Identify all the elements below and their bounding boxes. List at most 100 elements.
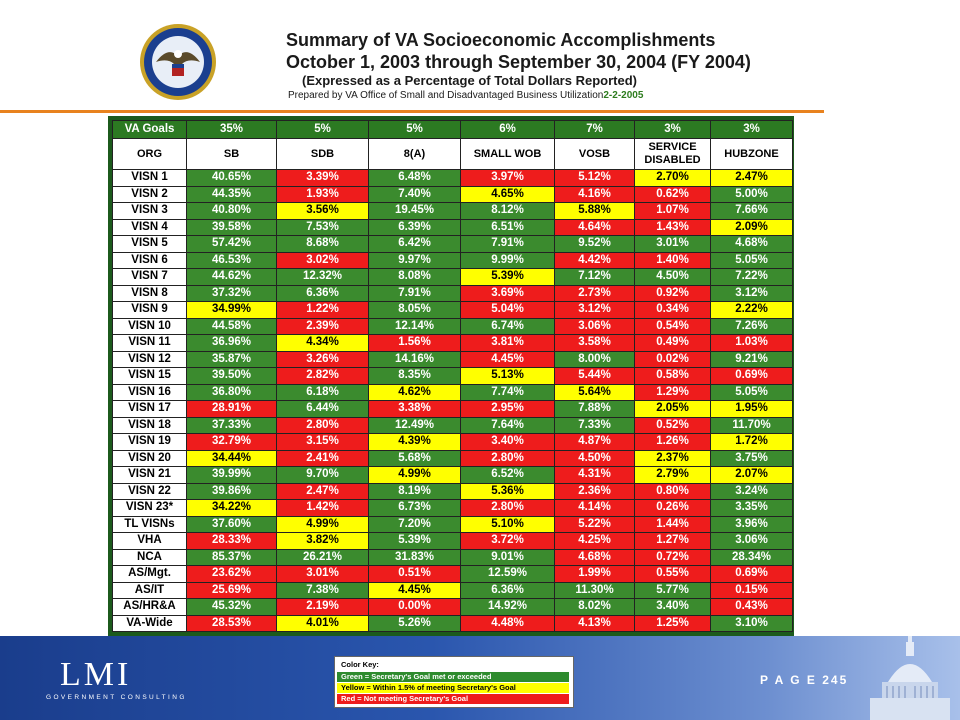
value-cell: 7.40% bbox=[368, 185, 461, 203]
org-cell: VISN 9 bbox=[112, 301, 187, 319]
va-seal-logo bbox=[140, 24, 216, 100]
value-cell: 14.16% bbox=[368, 350, 461, 368]
org-cell: VISN 1 bbox=[112, 169, 187, 187]
accomplishments-table: VA Goals 35% 5% 5% 6% 7% 3% 3% ORG SB SDB 8(A) SMALL… bbox=[112, 120, 793, 632]
value-cell: 44.58% bbox=[186, 317, 277, 335]
value-cell: 9.01% bbox=[460, 548, 555, 566]
value-cell: 12.14% bbox=[368, 317, 461, 335]
value-cell: 32.79% bbox=[186, 433, 277, 451]
value-cell: 3.35% bbox=[710, 499, 793, 517]
value-cell: 5.05% bbox=[710, 383, 793, 401]
value-cell: 2.80% bbox=[460, 499, 555, 517]
goal-cell: 5% bbox=[276, 120, 369, 139]
value-cell: 0.02% bbox=[634, 350, 711, 368]
value-cell: 0.00% bbox=[368, 598, 461, 616]
value-cell: 0.52% bbox=[634, 416, 711, 434]
value-cell: 2.47% bbox=[710, 169, 793, 187]
value-cell: 7.91% bbox=[460, 235, 555, 253]
prepared-by: Prepared by VA Office of Small and Disad… bbox=[288, 90, 643, 101]
value-cell: 7.66% bbox=[710, 202, 793, 220]
value-cell: 36.80% bbox=[186, 383, 277, 401]
value-cell: 8.35% bbox=[368, 367, 461, 385]
table-row: VISN 16 36.80% 6.18% 4.62% 7.74% 5.64% 1.29% 5.… bbox=[112, 383, 793, 401]
org-cell: VISN 8 bbox=[112, 284, 187, 302]
value-cell: 39.99% bbox=[186, 466, 277, 484]
org-cell: AS/HR&A bbox=[112, 598, 187, 616]
value-cell: 1.72% bbox=[710, 433, 793, 451]
org-cell: VISN 10 bbox=[112, 317, 187, 335]
value-cell: 2.19% bbox=[276, 598, 369, 616]
org-cell: VISN 3 bbox=[112, 202, 187, 220]
value-cell: 0.69% bbox=[710, 367, 793, 385]
value-cell: 9.99% bbox=[460, 251, 555, 269]
value-cell: 5.26% bbox=[368, 614, 461, 632]
value-cell: 6.42% bbox=[368, 235, 461, 253]
value-cell: 5.39% bbox=[460, 268, 555, 286]
org-cell: VISN 22 bbox=[112, 482, 187, 500]
table-row: VISN 12 35.87% 3.26% 14.16% 4.45% 8.00% 0.02% 9… bbox=[112, 350, 793, 368]
value-cell: 4.87% bbox=[554, 433, 635, 451]
column-header: HUBZONE bbox=[710, 138, 793, 170]
page-label: P A G E bbox=[760, 673, 817, 687]
value-cell: 6.51% bbox=[460, 218, 555, 236]
value-cell: 6.18% bbox=[276, 383, 369, 401]
value-cell: 1.29% bbox=[634, 383, 711, 401]
value-cell: 1.99% bbox=[554, 565, 635, 583]
value-cell: 2.79% bbox=[634, 466, 711, 484]
value-cell: 12.32% bbox=[276, 268, 369, 286]
value-cell: 2.95% bbox=[460, 400, 555, 418]
value-cell: 5.00% bbox=[710, 185, 793, 203]
org-cell: VISN 21 bbox=[112, 466, 187, 484]
value-cell: 1.26% bbox=[634, 433, 711, 451]
table-row: VISN 8 37.32% 6.36% 7.91% 3.69% 2.73% 0.92% 3.1… bbox=[112, 284, 793, 302]
value-cell: 14.92% bbox=[460, 598, 555, 616]
value-cell: 3.01% bbox=[276, 565, 369, 583]
value-cell: 5.12% bbox=[554, 169, 635, 187]
prepared-date: 2-2-2005 bbox=[603, 90, 644, 101]
org-cell: VA-Wide bbox=[112, 614, 187, 632]
value-cell: 28.53% bbox=[186, 614, 277, 632]
value-cell: 2.07% bbox=[710, 466, 793, 484]
value-cell: 31.83% bbox=[368, 548, 461, 566]
value-cell: 2.36% bbox=[554, 482, 635, 500]
value-cell: 2.47% bbox=[276, 482, 369, 500]
report-period: October 1, 2003 through September 30, 20… bbox=[286, 52, 751, 72]
goal-cell: 35% bbox=[186, 120, 277, 139]
value-cell: 2.82% bbox=[276, 367, 369, 385]
value-cell: 4.64% bbox=[554, 218, 635, 236]
value-cell: 7.12% bbox=[554, 268, 635, 286]
value-cell: 2.70% bbox=[634, 169, 711, 187]
table-row: VISN 5 57.42% 8.68% 6.42% 7.91% 9.52% 3.01% 4.6… bbox=[112, 235, 793, 253]
value-cell: 46.53% bbox=[186, 251, 277, 269]
table-row: VISN 1 40.65% 3.39% 6.48% 3.97% 5.12% 2.70% 2.4… bbox=[112, 169, 793, 187]
value-cell: 9.97% bbox=[368, 251, 461, 269]
table-row: VISN 10 44.58% 2.39% 12.14% 6.74% 3.06% 0.54% 7… bbox=[112, 317, 793, 335]
lmi-logo-subtitle: GOVERNMENT CONSULTING bbox=[46, 694, 187, 701]
table-row: VISN 19 32.79% 3.15% 4.39% 3.40% 4.87% 1.26% 1.… bbox=[112, 433, 793, 451]
value-cell: 8.68% bbox=[276, 235, 369, 253]
table-row: VISN 23* 34.22% 1.42% 6.73% 2.80% 4.14% 0.26% 3… bbox=[112, 499, 793, 517]
value-cell: 44.62% bbox=[186, 268, 277, 286]
value-cell: 7.74% bbox=[460, 383, 555, 401]
value-cell: 3.81% bbox=[460, 334, 555, 352]
value-cell: 2.41% bbox=[276, 449, 369, 467]
value-cell: 4.45% bbox=[368, 581, 461, 599]
column-header: SB bbox=[186, 138, 277, 170]
value-cell: 4.50% bbox=[554, 449, 635, 467]
value-cell: 3.40% bbox=[634, 598, 711, 616]
org-cell: VISN 18 bbox=[112, 416, 187, 434]
value-cell: 1.22% bbox=[276, 301, 369, 319]
table-row: AS/IT 25.69% 7.38% 4.45% 6.36% 11.30% 5.77% 0.1… bbox=[112, 581, 793, 599]
lmi-logo: LMI bbox=[60, 656, 132, 693]
value-cell: 4.14% bbox=[554, 499, 635, 517]
value-cell: 37.32% bbox=[186, 284, 277, 302]
value-cell: 2.22% bbox=[710, 301, 793, 319]
value-cell: 34.99% bbox=[186, 301, 277, 319]
org-cell: VISN 7 bbox=[112, 268, 187, 286]
value-cell: 3.40% bbox=[460, 433, 555, 451]
value-cell: 36.96% bbox=[186, 334, 277, 352]
table-row: VISN 20 34.44% 2.41% 5.68% 2.80% 4.50% 2.37% 3.… bbox=[112, 449, 793, 467]
table-row: VISN 11 36.96% 4.34% 1.56% 3.81% 3.58% 0.49% 1.… bbox=[112, 334, 793, 352]
table-row: VISN 2 44.35% 1.93% 7.40% 4.65% 4.16% 0.62% 5.0… bbox=[112, 185, 793, 203]
value-cell: 6.36% bbox=[276, 284, 369, 302]
